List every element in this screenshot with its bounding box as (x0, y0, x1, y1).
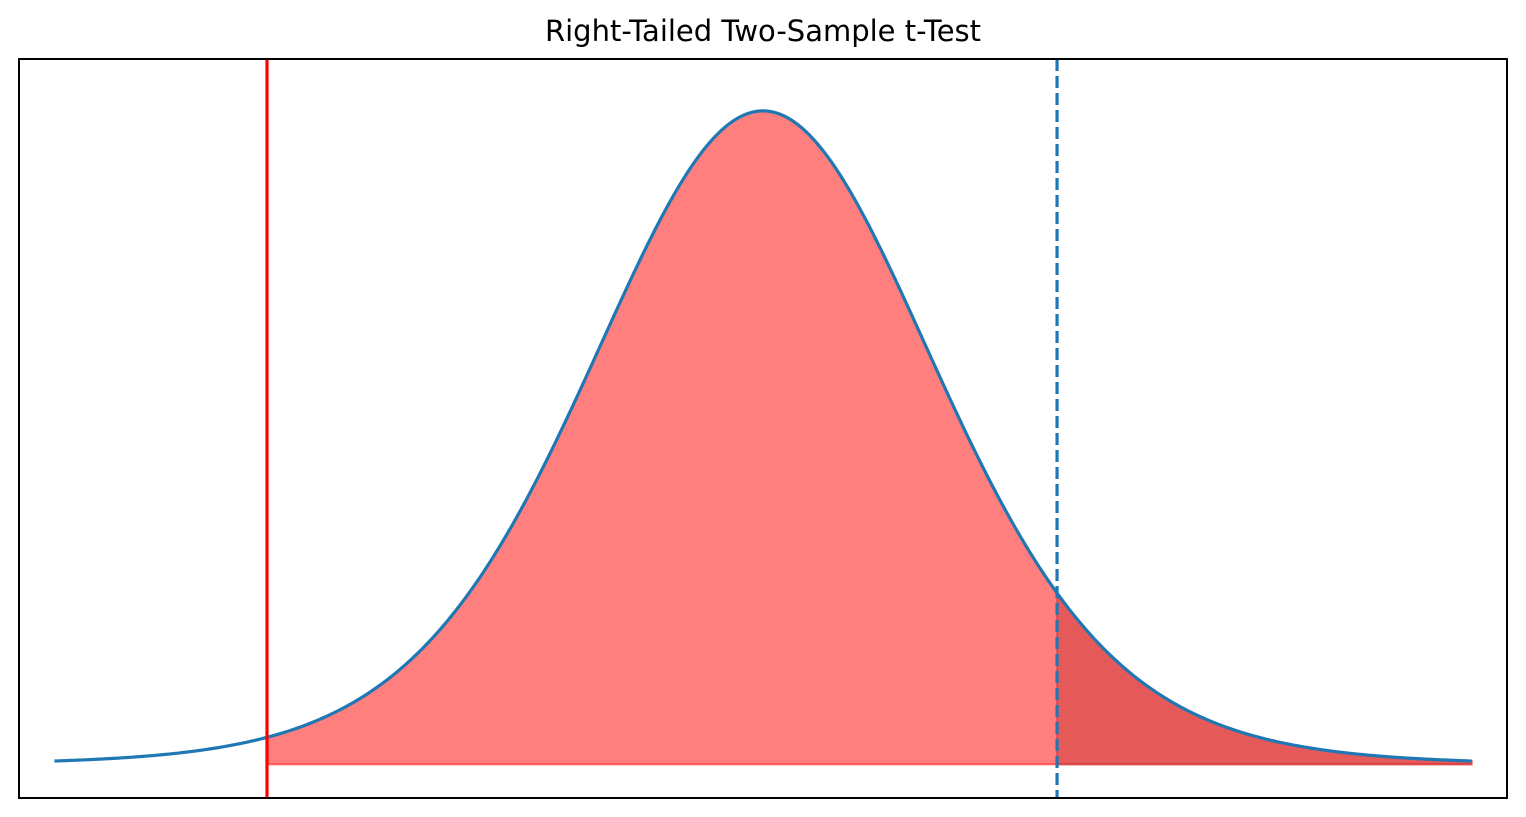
density-curve (54, 109, 1472, 763)
chart-title: Right-Tailed Two-Sample t-Test (544, 14, 982, 48)
plot-frame (18, 58, 1508, 799)
